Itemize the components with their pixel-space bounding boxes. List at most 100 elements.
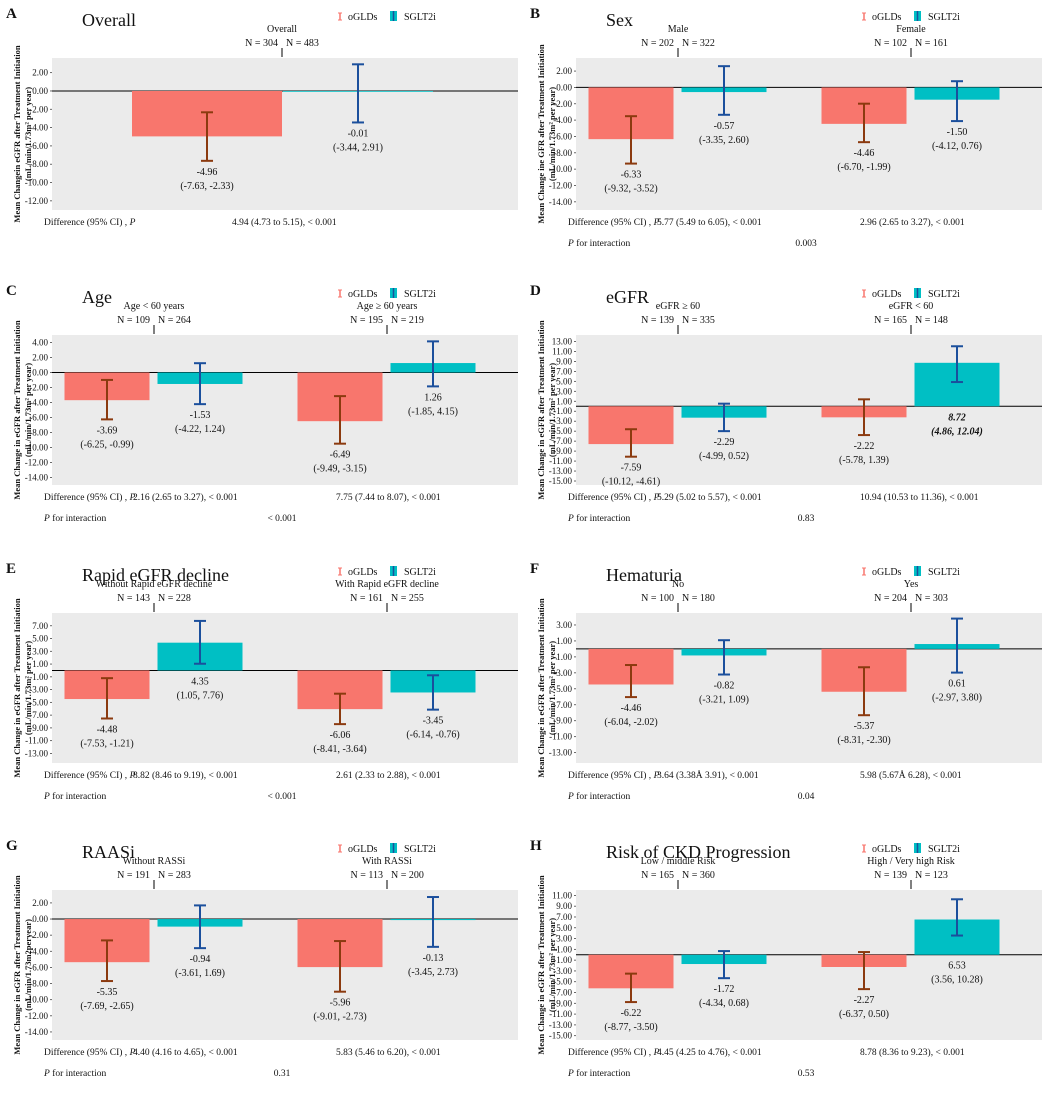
legend-ogld-label: oGLDs	[872, 289, 902, 300]
ci-label-sglt2: (-2.97, 3.80)	[932, 693, 982, 704]
y-tick-label: -12.00	[25, 1011, 49, 1021]
p-interaction-value: 0.53	[798, 1069, 815, 1079]
y-tick-label: -9.00	[553, 446, 572, 456]
value-label-ogld: -4.46	[621, 703, 642, 714]
y-axis-label: Mean Change in eGFR after Treatment Init…	[536, 875, 546, 1055]
y-tick-label: -9.00	[29, 723, 48, 733]
ci-label-ogld: (-7.63, -2.33)	[180, 181, 233, 192]
panel-G: G RAASi oGLDs SGLT2i 2.00 0.00 -2.00 -4.00 -6.00…	[6, 838, 518, 1079]
difference-label: Difference (95% CI) , P	[568, 217, 660, 228]
y-tick-label: -7.00	[29, 710, 48, 720]
ci-label-sglt2: (-4.34, 0.68)	[699, 998, 749, 1009]
difference-label: Difference (95% CI) , P	[44, 217, 136, 228]
legend-sglt2-label: SGLT2i	[928, 289, 960, 300]
y-tick-label: -5.00	[29, 697, 48, 707]
difference-value: 8.78 (8.36 to 9.23), < 0.001	[860, 1047, 965, 1058]
value-label-sglt2: -2.29	[714, 437, 735, 448]
y-axis-label-units: (mL/min/1.73m² per year)	[547, 363, 557, 457]
n-sglt2: N = 255	[391, 593, 424, 604]
legend-ogld-label: oGLDs	[348, 567, 378, 578]
ci-label-ogld: (-8.77, -3.50)	[604, 1022, 657, 1033]
difference-p-symbol: P	[129, 771, 136, 781]
difference-label: Difference (95% CI) , P	[44, 770, 136, 781]
y-tick-label: -5.00	[553, 684, 572, 694]
p-interaction-label: P for interaction	[567, 513, 631, 524]
y-tick-label: -13.00	[549, 1020, 573, 1030]
difference-value: 2.16 (2.65 to 3.27), < 0.001	[133, 492, 238, 503]
p-interaction-symbol: P	[567, 514, 574, 524]
n-ogld: N = 161	[350, 593, 383, 604]
group-name: eGFR ≥ 60	[656, 301, 700, 312]
difference-value: 2.96 (2.65 to 3.27), < 0.001	[860, 217, 965, 228]
difference-value: 5.98 (5.67Å 6.28), < 0.001	[860, 769, 962, 781]
legend: oGLDs SGLT2i	[338, 843, 436, 855]
value-label-ogld: -6.33	[621, 170, 642, 181]
value-label-ogld: -7.59	[621, 463, 642, 474]
n-sglt2: N = 335	[682, 315, 715, 326]
ci-label-sglt2: (-4.12, 0.76)	[932, 141, 982, 152]
value-label-sglt2: 1.26	[424, 392, 442, 403]
n-ogld: N = 191	[117, 870, 150, 881]
p-interaction-value: < 0.001	[267, 792, 296, 802]
ci-label-sglt2: (-3.45, 2.73)	[408, 967, 458, 978]
ci-label-sglt2: (-3.21, 1.09)	[699, 695, 749, 706]
ci-label-ogld: (-9.01, -2.73)	[313, 1012, 366, 1023]
y-tick-label: 9.00	[556, 901, 572, 911]
value-label-sglt2: -0.94	[190, 954, 211, 965]
value-label-sglt2: -3.45	[423, 716, 444, 727]
ci-label-ogld: (-6.70, -1.99)	[837, 162, 890, 173]
panel-letter: E	[6, 561, 16, 577]
n-ogld: N = 204	[874, 593, 907, 604]
ci-label-ogld: (-7.69, -2.65)	[80, 1001, 133, 1012]
legend-ogld-label: oGLDs	[348, 12, 378, 23]
n-sglt2: N = 219	[391, 315, 424, 326]
difference-label: Difference (95% CI) , P	[44, 492, 136, 503]
n-sglt2: N = 161	[915, 38, 948, 49]
y-tick-label: 2.00	[32, 898, 48, 908]
p-interaction-label: P for interaction	[567, 791, 631, 802]
group-name: High / Very high Risk	[867, 856, 955, 867]
panel-title: Risk of CKD Progression	[606, 842, 791, 862]
y-tick-label: -10.00	[25, 995, 49, 1005]
value-label-ogld: -6.06	[330, 730, 351, 741]
difference-value: 5.77 (5.49 to 6.05), < 0.001	[657, 217, 762, 228]
y-tick-label: -7.00	[553, 988, 572, 998]
value-label-sglt2: -0.01	[348, 128, 369, 139]
group-name: Overall	[267, 24, 297, 35]
n-sglt2: N = 148	[915, 315, 948, 326]
y-tick-label: -4.00	[553, 115, 572, 125]
difference-value: 5.83 (5.46 to 6.20), < 0.001	[336, 1047, 441, 1058]
y-tick-label: 7.00	[556, 912, 572, 922]
y-tick-label: 0.00	[32, 86, 48, 96]
n-sglt2: N = 283	[158, 870, 191, 881]
value-label-ogld: -5.35	[97, 987, 118, 998]
p-interaction-symbol: P	[567, 792, 574, 802]
p-interaction-value: 0.31	[274, 1069, 291, 1079]
y-tick-label: -6.00	[553, 131, 572, 141]
y-tick-label: -8.00	[29, 428, 48, 438]
y-axis-label: Mean Change in eGFR after Treatment Init…	[536, 320, 546, 500]
n-ogld: N = 139	[874, 870, 907, 881]
legend: oGLDs SGLT2i	[338, 566, 436, 578]
group-name: No	[672, 579, 684, 590]
difference-p-symbol: P	[129, 1048, 136, 1058]
n-sglt2: N = 180	[682, 593, 715, 604]
plot-background	[52, 335, 518, 485]
value-label-sglt2: -1.72	[714, 984, 735, 995]
p-interaction-text: for interaction	[50, 1068, 107, 1079]
y-axis-label-units: (mL/min/1.73m² per year)	[547, 87, 557, 181]
y-axis-label-units: (mL/min/1.73m2peryear)	[23, 919, 33, 1011]
y-tick-label: -1.00	[29, 672, 48, 682]
panel-B: B Sex oGLDs SGLT2i 2.00 0.00 -2.00 -4.00 -6.00 -8…	[530, 6, 1042, 249]
panel-letter: A	[6, 6, 17, 22]
difference-value: 4.45 (4.25 to 4.76), < 0.001	[657, 1047, 762, 1058]
value-label-sglt2: 4.35	[191, 676, 209, 687]
legend-sglt2-label: SGLT2i	[928, 567, 960, 578]
y-tick-label: -6.00	[29, 141, 48, 151]
y-tick-label: 9.00	[556, 356, 572, 366]
legend: oGLDs SGLT2i	[862, 566, 960, 578]
ci-label-sglt2: (-4.22, 1.24)	[175, 424, 225, 435]
difference-value: 2.61 (2.33 to 2.88), < 0.001	[336, 770, 441, 781]
n-sglt2: N = 123	[915, 870, 948, 881]
